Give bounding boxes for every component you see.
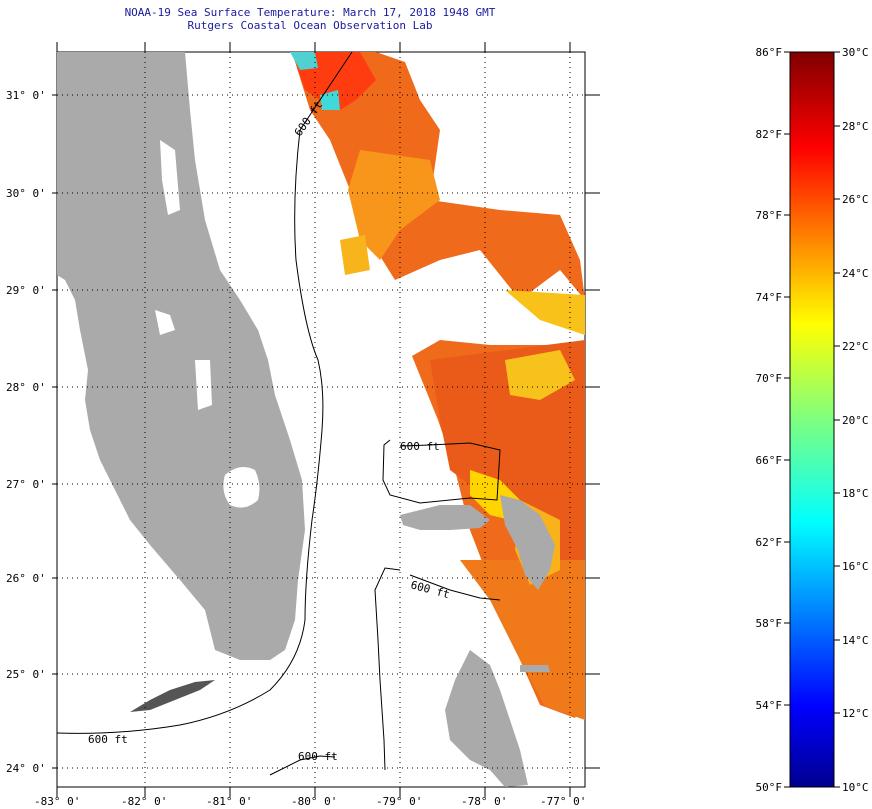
colorbar-c-label: 22°C	[842, 340, 869, 353]
colorbar-f-label: 54°F	[756, 699, 783, 712]
latitude-labels: 31° 0' 30° 0' 29° 0' 28° 0' 27° 0' 26° 0…	[6, 89, 46, 775]
map-title: NOAA-19 Sea Surface Temperature: March 1…	[124, 6, 496, 19]
longitude-labels: -83° 0' -82° 0' -81° 0' -80° 0' -79° 0' …	[34, 795, 586, 808]
lat-label: 31° 0'	[6, 89, 46, 102]
lon-label: -80° 0'	[291, 795, 337, 808]
colorbar-f-label: 86°F	[756, 46, 783, 59]
lat-label: 30° 0'	[6, 187, 46, 200]
lon-label: -81° 0'	[206, 795, 252, 808]
contour-label: 600 ft	[400, 440, 440, 453]
andros	[445, 650, 528, 787]
lat-label: 27° 0'	[6, 478, 46, 491]
berry-islands	[520, 665, 550, 672]
colorbar-f-label: 58°F	[756, 617, 783, 630]
contour-label: 600 ft	[88, 733, 128, 746]
colorbar-f-label: 74°F	[756, 291, 783, 304]
colorbar-c-label: 30°C	[842, 46, 869, 59]
lat-label: 26° 0'	[6, 572, 46, 585]
lat-label: 25° 0'	[6, 668, 46, 681]
colorbar-c-label: 10°C	[842, 781, 869, 794]
colorbar-c-labels: 30°C 28°C 26°C 24°C 22°C 20°C 18°C 16°C …	[842, 46, 869, 794]
colorbar-f-label: 82°F	[756, 128, 783, 141]
colorbar-f-label: 66°F	[756, 454, 783, 467]
colorbar-ticks	[784, 51, 840, 788]
contour-label: 600 ft	[298, 750, 338, 763]
colorbar-c-label: 12°C	[842, 707, 869, 720]
lat-label: 24° 0'	[6, 762, 46, 775]
colorbar-c-label: 18°C	[842, 487, 869, 500]
florida-land	[57, 52, 305, 660]
colorbar-c-label: 20°C	[842, 414, 869, 427]
colorbar-f-labels: 86°F 82°F 78°F 74°F 70°F 66°F 62°F 58°F …	[756, 46, 783, 794]
colorbar-f-label: 78°F	[756, 209, 783, 222]
lat-label: 29° 0'	[6, 284, 46, 297]
abaco	[500, 495, 555, 590]
graticule	[57, 52, 585, 787]
map-subtitle: Rutgers Coastal Ocean Observation Lab	[187, 19, 433, 32]
colorbar-f-label: 70°F	[756, 372, 783, 385]
colorbar	[789, 51, 835, 788]
colorbar-c-label: 14°C	[842, 634, 869, 647]
lon-label: -78° 0'	[461, 795, 507, 808]
colorbar-f-label: 50°F	[756, 781, 783, 794]
lon-label: -79° 0'	[376, 795, 422, 808]
lon-label: -83° 0'	[34, 795, 80, 808]
isobath-contours	[57, 52, 501, 776]
lon-label: -77° 0'	[540, 795, 586, 808]
colorbar-f-label: 62°F	[756, 536, 783, 549]
lake-okeechobee	[223, 466, 260, 508]
colorbar-c-label: 26°C	[842, 193, 869, 206]
florida-keys	[130, 680, 215, 712]
colorbar-c-label: 24°C	[842, 267, 869, 280]
axis-ticks	[52, 42, 600, 797]
colorbar-c-label: 16°C	[842, 560, 869, 573]
colorbar-c-label: 28°C	[842, 120, 869, 133]
grand-bahama	[400, 505, 490, 530]
lat-label: 28° 0'	[6, 381, 46, 394]
lon-label: -82° 0'	[121, 795, 167, 808]
